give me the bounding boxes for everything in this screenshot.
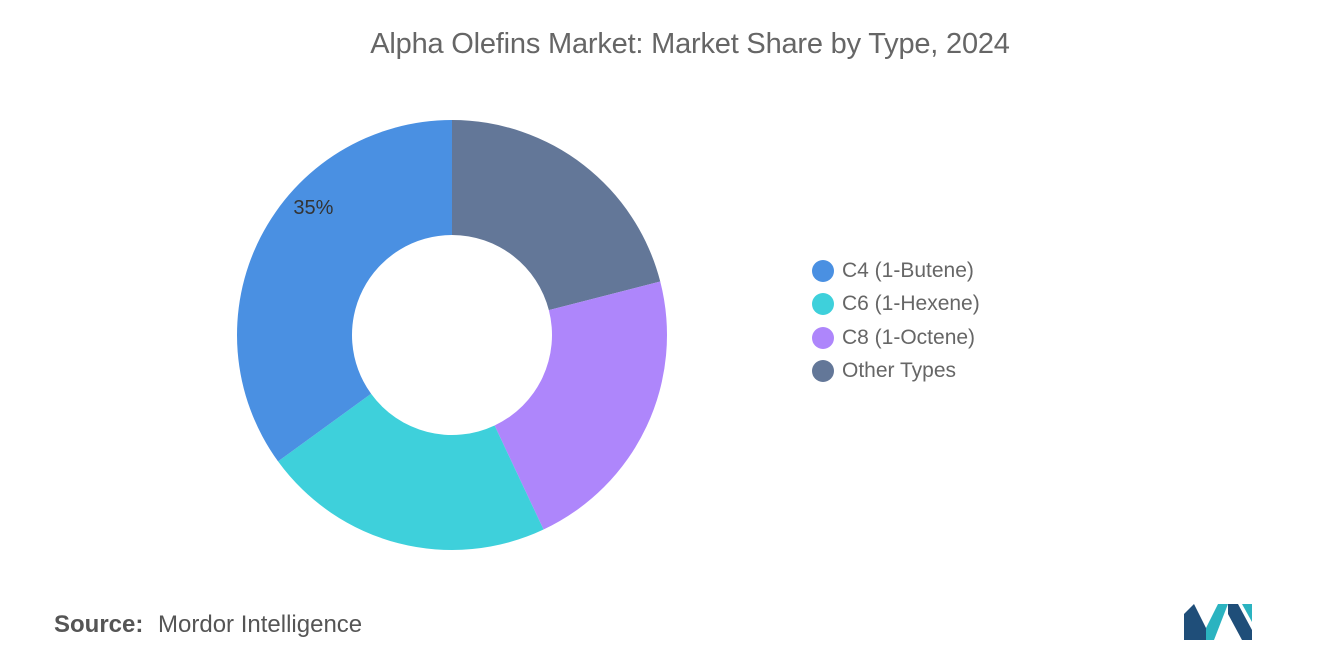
legend-swatch-c4	[812, 259, 834, 282]
donut-slice-c6[interactable]	[278, 393, 544, 551]
legend-item-c4[interactable]: C4 (1-Butene)	[812, 254, 1072, 288]
chart-legend: C4 (1-Butene) C6 (1-Hexene) C8 (1-Octene…	[812, 254, 1072, 388]
legend-label-c4: C4 (1-Butene)	[842, 258, 974, 282]
legend-swatch-c8	[812, 326, 834, 349]
donut-slice-c8[interactable]	[494, 281, 667, 530]
legend-item-other[interactable]: Other Types	[812, 355, 1072, 389]
donut-slice-other[interactable]	[452, 120, 661, 311]
legend-label-other: Other Types	[842, 359, 957, 383]
source-value: Mordor Intelligence	[158, 611, 363, 638]
source-footer: Source: Mordor Intelligence	[54, 611, 362, 639]
legend-swatch-other	[812, 360, 834, 383]
source-label: Source:	[54, 611, 144, 638]
chart-title: Alpha Olefins Market: Market Share by Ty…	[370, 28, 1010, 60]
data-label-c4: 35%	[293, 197, 333, 219]
legend-label-c6: C6 (1-Hexene)	[842, 292, 980, 316]
legend-label-c8: C8 (1-Octene)	[842, 325, 976, 349]
legend-swatch-c6	[812, 293, 834, 316]
mordor-intelligence-logo-icon	[1184, 604, 1252, 640]
donut-slice-c4[interactable]	[236, 120, 452, 462]
legend-item-c8[interactable]: C8 (1-Octene)	[812, 321, 1072, 355]
legend-item-c6[interactable]: C6 (1-Hexene)	[812, 288, 1072, 322]
